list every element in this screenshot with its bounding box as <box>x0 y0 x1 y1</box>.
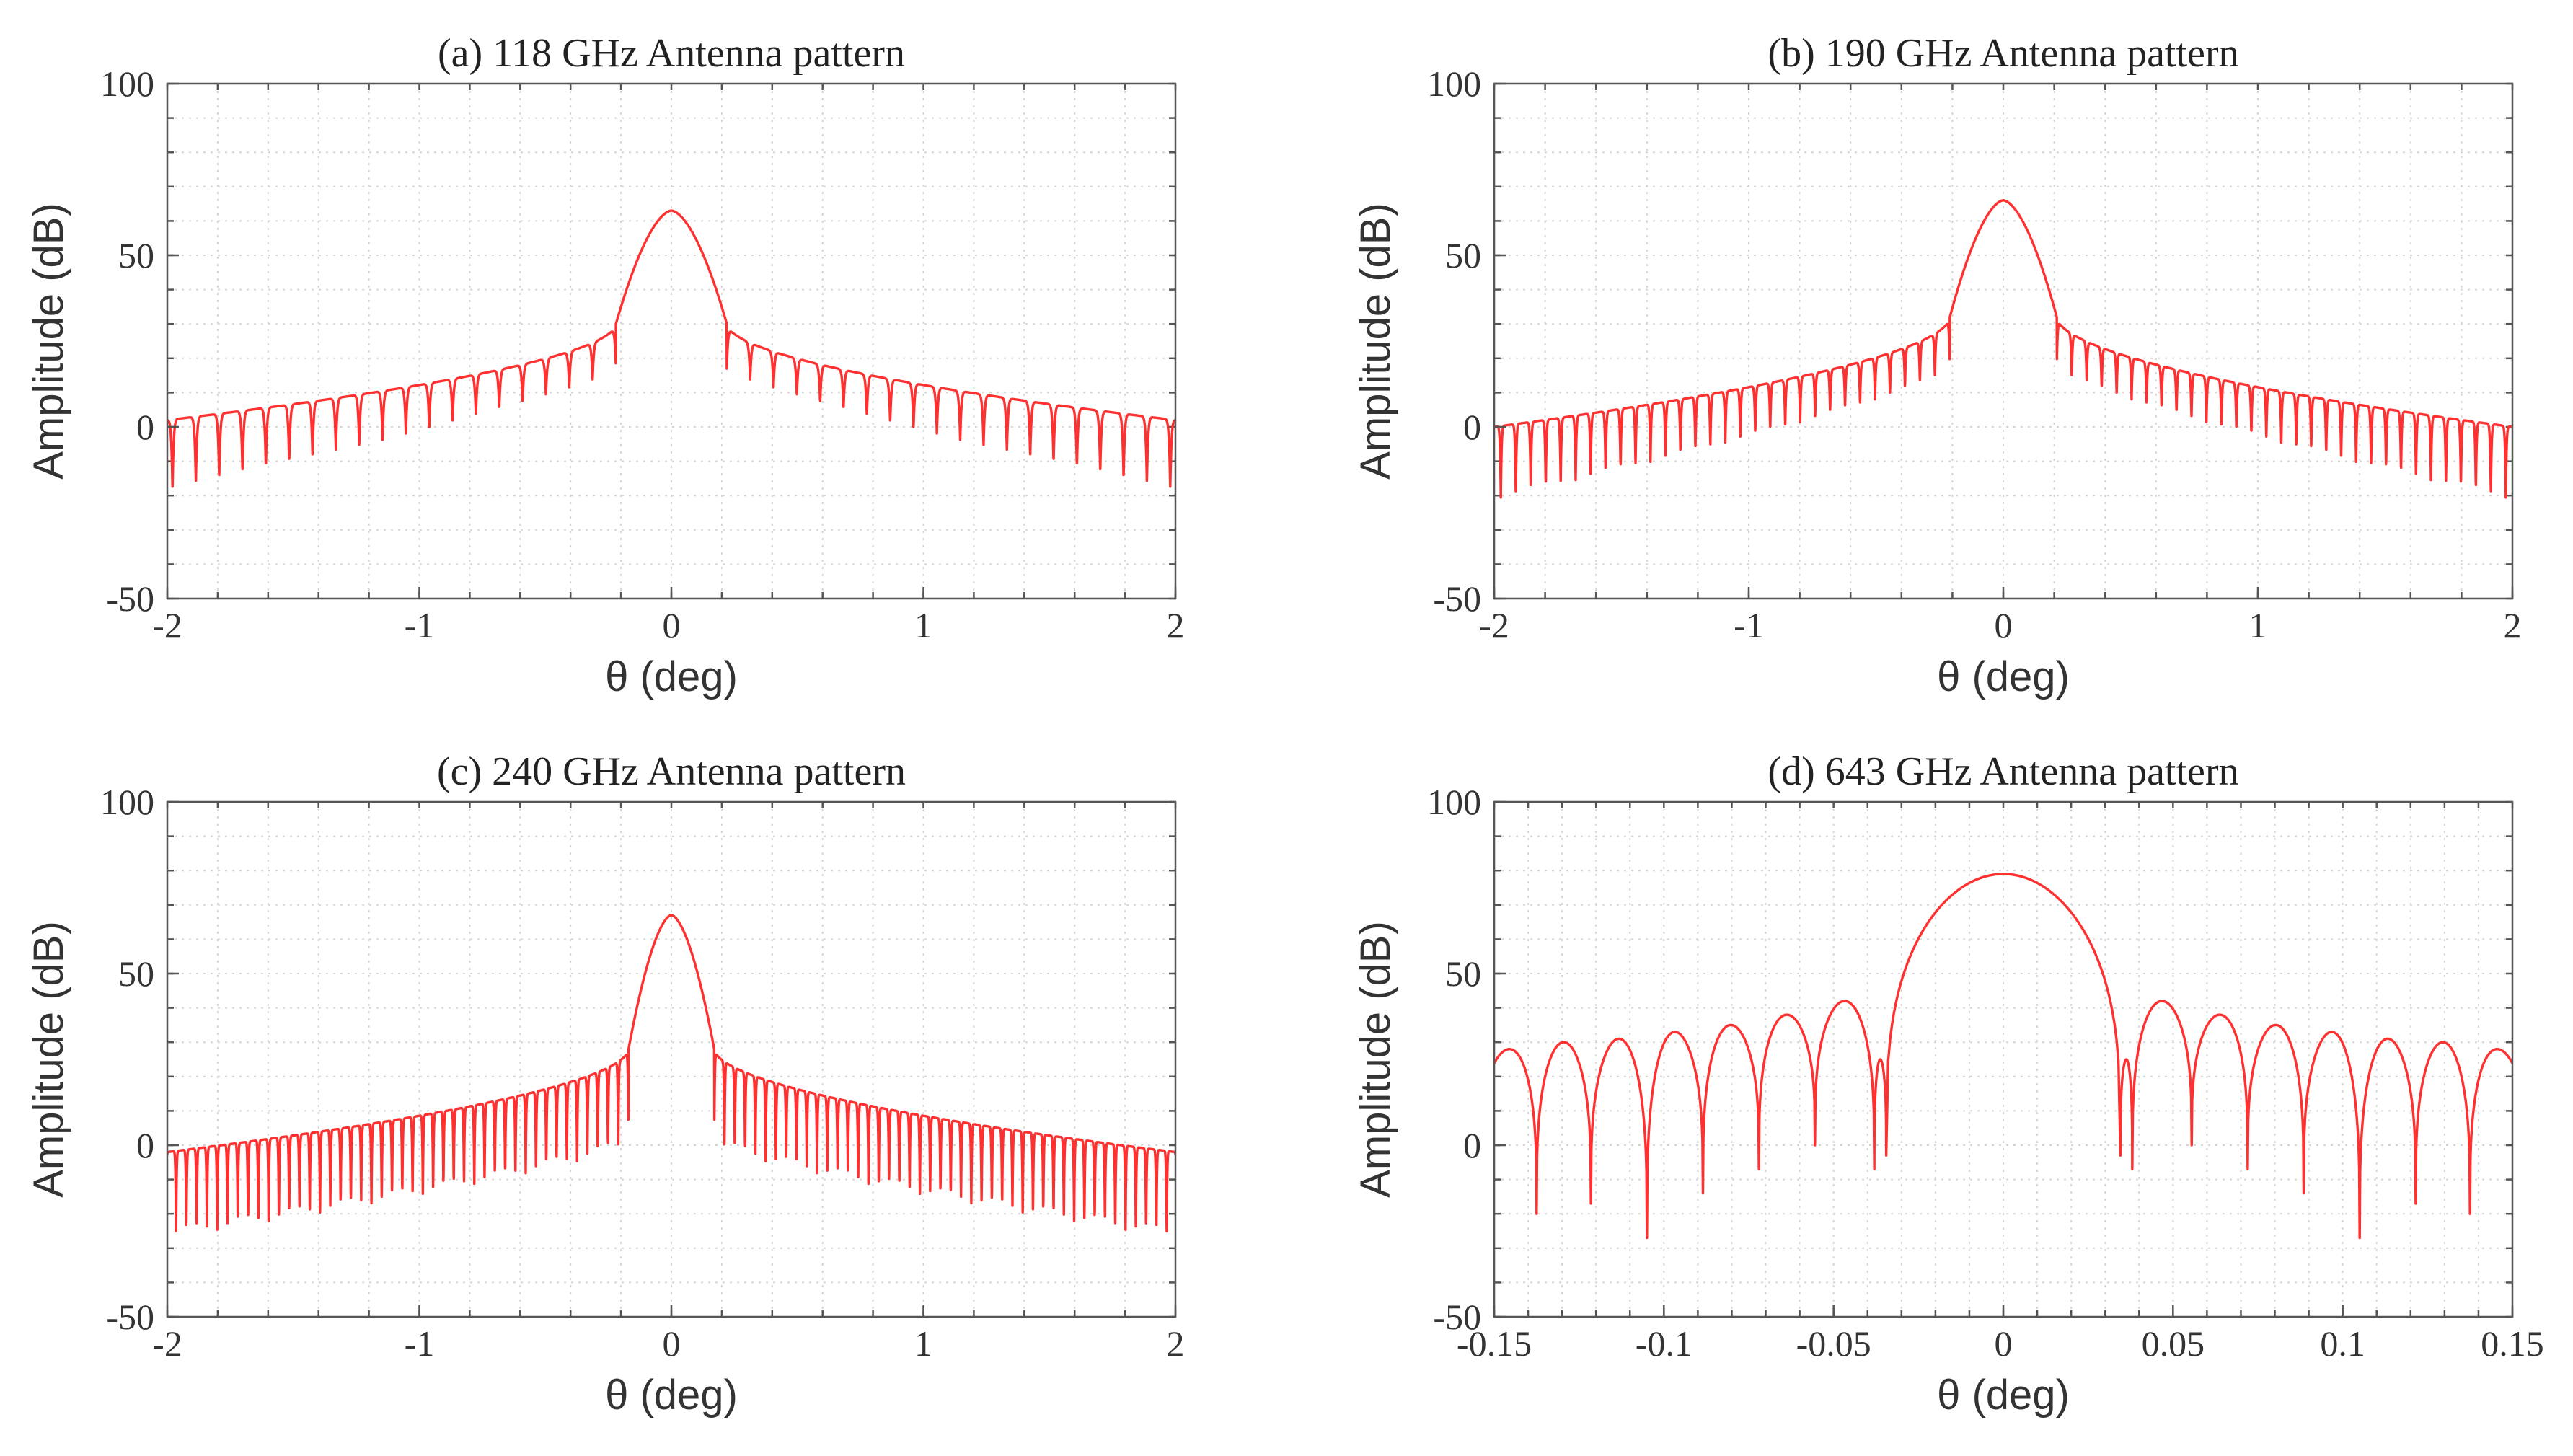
x-tick-label: 0 <box>663 1323 681 1364</box>
y-tick-label: 100 <box>100 63 154 104</box>
x-tick-label: -0.1 <box>1636 1323 1692 1364</box>
series-line-b <box>1494 199 2512 499</box>
x-tick-label: -1 <box>1734 605 1764 645</box>
x-tick-label: 1 <box>914 605 932 645</box>
y-tick-label: 0 <box>136 407 154 447</box>
panel-d: -0.15 -0.1 -0.05 0 0.05 0.1 0.15 -50 0 50 100 (d) 6… <box>1352 749 2544 1419</box>
y-tick-label: 100 <box>1427 782 1481 822</box>
x-tick-label: -1 <box>405 1323 435 1364</box>
series-line-a <box>167 209 1175 488</box>
y-tick-label: 50 <box>118 235 154 275</box>
y-tick-label: -50 <box>1433 578 1481 619</box>
x-axis-label-d: θ (deg) <box>1937 1372 2070 1419</box>
x-tick-label: -0.05 <box>1796 1323 1871 1364</box>
y-tick-label: 100 <box>100 782 154 822</box>
panel-title-d: (d) 643 GHz Antenna pattern <box>1767 749 2238 794</box>
y-axis-label-c: Amplitude (dB) <box>25 921 72 1198</box>
x-tick-label: 2 <box>1167 1323 1185 1364</box>
panel-title-b: (b) 190 GHz Antenna pattern <box>1767 31 2238 76</box>
x-tick-label: -2 <box>152 1323 182 1364</box>
x-tick-label: -2 <box>152 605 182 645</box>
y-axis-label-d: Amplitude (dB) <box>1352 921 1399 1198</box>
y-tick-label: 0 <box>1463 1125 1481 1165</box>
y-axis-label-b: Amplitude (dB) <box>1352 203 1399 480</box>
x-tick-label: 1 <box>914 1323 932 1364</box>
x-tick-label: -2 <box>1479 605 1509 645</box>
x-axis-label-c: θ (deg) <box>605 1372 738 1419</box>
x-tick-label: 0.05 <box>2142 1323 2205 1364</box>
y-axis-label-a: Amplitude (dB) <box>25 203 72 480</box>
x-tick-label: -1 <box>405 605 435 645</box>
panel-title-c: (c) 240 GHz Antenna pattern <box>437 749 906 794</box>
y-tick-label: -50 <box>106 1297 154 1337</box>
x-tick-label: 0.15 <box>2481 1323 2544 1364</box>
plot-area-b <box>1494 84 2512 599</box>
series-line-c <box>167 914 1175 1233</box>
x-tick-label: 2 <box>1167 605 1185 645</box>
panel-c: -2 -1 0 1 2 -50 0 50 100 (c) 240 GHz Antenna patt… <box>25 749 1185 1419</box>
x-axis-label-b: θ (deg) <box>1937 653 2070 700</box>
y-tick-label: 0 <box>1463 407 1481 447</box>
panel-title-a: (a) 118 GHz Antenna pattern <box>438 31 905 76</box>
x-tick-label: 0 <box>1995 605 2013 645</box>
panel-b: -2 -1 0 1 2 -50 0 50 100 (b) 190 GHz Antenna patt… <box>1352 31 2522 700</box>
y-tick-label: 50 <box>1445 235 1481 275</box>
x-tick-label: 0 <box>663 605 681 645</box>
x-axis-label-a: θ (deg) <box>605 653 738 700</box>
y-tick-label: 50 <box>118 953 154 994</box>
series-line-d <box>1494 873 2512 1240</box>
x-tick-label: 0 <box>1995 1323 2013 1364</box>
x-tick-label: 2 <box>2504 605 2522 645</box>
y-tick-label: 0 <box>136 1125 154 1165</box>
y-tick-label: -50 <box>106 578 154 619</box>
x-tick-label: 0.1 <box>2320 1323 2365 1364</box>
plot-area-c <box>167 802 1175 1317</box>
y-tick-label: 100 <box>1427 63 1481 104</box>
y-tick-label: -50 <box>1433 1297 1481 1337</box>
x-tick-label: 1 <box>2249 605 2267 645</box>
plot-area-a <box>167 84 1175 599</box>
panel-a: -2 -1 0 1 2 -50 0 50 100 (a) 118 GHz Antenna patt… <box>25 31 1185 700</box>
y-tick-label: 50 <box>1445 953 1481 994</box>
x-tick-label: -0.15 <box>1457 1323 1532 1364</box>
plot-area-d <box>1494 802 2512 1317</box>
